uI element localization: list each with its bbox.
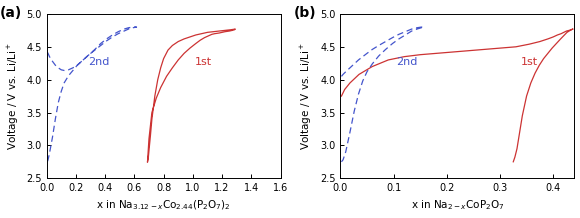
Y-axis label: Voltage / V vs. Li/Li$^+$: Voltage / V vs. Li/Li$^+$: [6, 42, 21, 150]
Y-axis label: Voltage / V vs. Li/Li$^+$: Voltage / V vs. Li/Li$^+$: [299, 42, 314, 150]
Text: 2nd: 2nd: [89, 57, 110, 67]
Text: (b): (b): [293, 6, 316, 20]
X-axis label: x in Na$_{2-x}$CoP$_2$O$_7$: x in Na$_{2-x}$CoP$_2$O$_7$: [411, 199, 504, 213]
X-axis label: x in Na$_{3.12-x}$Co$_{2.44}$(P$_2$O$_7$)$_2$: x in Na$_{3.12-x}$Co$_{2.44}$(P$_2$O$_7$…: [96, 199, 231, 212]
Text: (a): (a): [0, 6, 22, 20]
Text: 2nd: 2nd: [396, 57, 418, 67]
Text: 1st: 1st: [194, 57, 212, 67]
Text: 1st: 1st: [521, 57, 538, 67]
